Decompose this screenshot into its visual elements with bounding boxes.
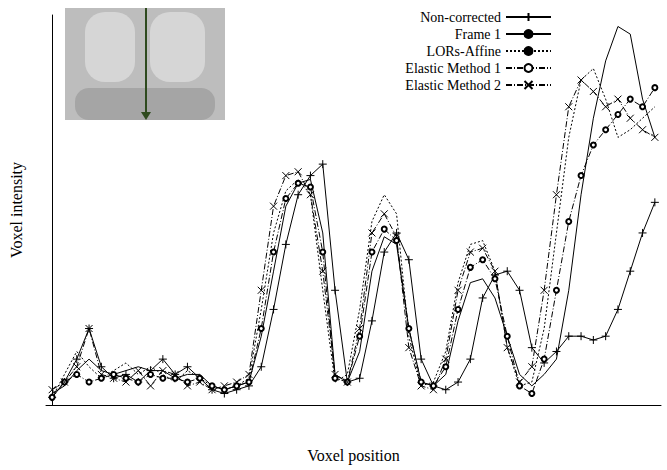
- svg-text:Frame 1: Frame 1: [455, 27, 501, 42]
- svg-text:Elastic Method 1: Elastic Method 1: [405, 61, 501, 76]
- svg-text:Non-corrected: Non-corrected: [420, 10, 501, 25]
- svg-text:Voxel intensity: Voxel intensity: [8, 162, 26, 258]
- svg-text:Elastic Method 2: Elastic Method 2: [405, 78, 501, 93]
- svg-text:Voxel position: Voxel position: [307, 447, 400, 465]
- svg-text:LORs-Affine: LORs-Affine: [427, 44, 501, 59]
